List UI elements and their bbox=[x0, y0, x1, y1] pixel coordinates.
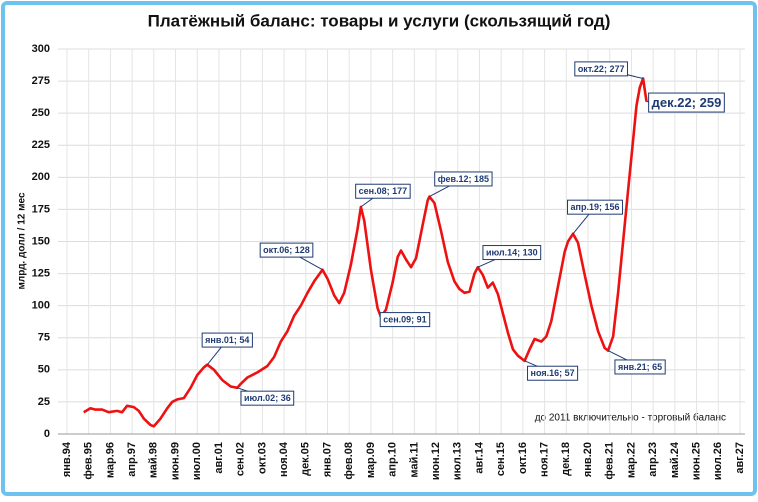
y-tick-label: 0 bbox=[44, 428, 50, 440]
annotation: июл.02; 36 bbox=[237, 387, 295, 406]
x-tick-label: авг.27 bbox=[734, 442, 746, 474]
x-tick-label: июн.99 bbox=[169, 442, 181, 480]
annotation: дек.22; 259 bbox=[646, 92, 725, 113]
y-tick-label: 250 bbox=[32, 107, 50, 119]
annotation-box bbox=[240, 390, 295, 406]
annotation-box bbox=[574, 61, 628, 77]
y-tick-label: 175 bbox=[32, 203, 50, 215]
y-axis-label: млрд. долл / 12 мес bbox=[17, 192, 28, 289]
annotation-box bbox=[527, 365, 579, 381]
annotation: сен.09; 91 bbox=[379, 312, 431, 328]
annotation: янв.21; 65 bbox=[607, 350, 666, 375]
x-tick-label: окт.03 bbox=[256, 442, 268, 474]
annotation: апр.19; 156 bbox=[567, 199, 623, 235]
x-tick-label: янв.07 bbox=[321, 442, 333, 477]
y-tick-label: 50 bbox=[38, 364, 50, 376]
x-tick-label: апр.10 bbox=[387, 442, 399, 477]
annotation-box bbox=[259, 242, 314, 258]
annotation-label: янв.01; 54 bbox=[205, 335, 249, 345]
chart-title: Платёжный баланс: товары и услуги (сколь… bbox=[148, 11, 611, 30]
x-tick-label: мар.22 bbox=[625, 442, 637, 478]
x-tick-label: апр.97 bbox=[126, 442, 138, 477]
x-tick-label: фев.95 bbox=[83, 442, 95, 480]
annotation-label: сен.09; 91 bbox=[383, 315, 426, 325]
annotation-label: сен.08; 177 bbox=[359, 186, 407, 196]
annotation-label: апр.19; 156 bbox=[571, 202, 620, 212]
x-tick-label: фев.08 bbox=[343, 442, 355, 480]
x-tick-label: май.98 bbox=[148, 442, 160, 478]
annotation-label: янв.21; 65 bbox=[618, 362, 662, 372]
y-tick-label: 275 bbox=[32, 75, 50, 87]
x-tick-label: июл.26 bbox=[712, 442, 724, 480]
annotation: окт.22; 277 bbox=[574, 61, 644, 80]
annotation-label: окт.06; 128 bbox=[263, 245, 310, 255]
line bbox=[83, 77, 648, 428]
x-tick-label: май.11 bbox=[408, 442, 420, 478]
x-tick-label: янв.20 bbox=[582, 442, 594, 477]
y-tick-label: 25 bbox=[38, 396, 50, 408]
annotation-box bbox=[355, 183, 411, 199]
y-tick-label: 225 bbox=[32, 139, 50, 151]
annotation-label: окт.22; 277 bbox=[578, 64, 625, 74]
x-tick-label: июн.25 bbox=[690, 442, 702, 480]
x-tick-label: май.24 bbox=[669, 441, 681, 478]
annotation-label: июл.14; 130 bbox=[486, 248, 538, 258]
annotation-box bbox=[201, 332, 253, 348]
x-tick-label: июн.12 bbox=[430, 442, 442, 480]
x-tick-label: авг.14 bbox=[473, 441, 485, 474]
annotation-box bbox=[614, 359, 666, 375]
annotation-box bbox=[482, 245, 542, 261]
x-tick-label: янв.94 bbox=[61, 441, 73, 477]
x-tick-label: мар.09 bbox=[365, 442, 377, 478]
annotation-label: июл.02; 36 bbox=[244, 393, 291, 403]
annotation: янв.01; 54 bbox=[201, 332, 253, 366]
x-tick-label: мар.96 bbox=[104, 442, 116, 478]
annotation: ноя.16; 57 bbox=[524, 360, 579, 381]
x-tick-label: июл.00 bbox=[191, 442, 203, 480]
annotation-label: ноя.16; 57 bbox=[531, 368, 575, 378]
annotation: сен.08; 177 bbox=[355, 183, 411, 208]
annotation-box bbox=[567, 199, 623, 215]
annotation: июл.14; 130 bbox=[477, 245, 542, 268]
annotation-label: фев.12; 185 bbox=[438, 174, 489, 184]
x-tick-label: ноя.04 bbox=[278, 441, 290, 477]
y-tick-label: 75 bbox=[38, 332, 50, 344]
y-tick-label: 300 bbox=[32, 43, 50, 55]
x-tick-label: авг.01 bbox=[213, 442, 225, 474]
x-tick-label: фев.21 bbox=[604, 442, 616, 480]
annotation-box bbox=[379, 312, 431, 328]
annotation-box bbox=[434, 171, 493, 187]
annotation: фев.12; 185 bbox=[429, 171, 493, 198]
x-tick-label: сен.15 bbox=[495, 442, 507, 476]
y-tick-label: 100 bbox=[32, 300, 50, 312]
note: до 2011 включительно - торговый баланс bbox=[535, 412, 726, 424]
y-tick-label: 150 bbox=[32, 235, 50, 247]
x-tick-label: окт.16 bbox=[517, 442, 529, 474]
x-tick-label: дек.18 bbox=[560, 442, 572, 476]
annotation-label: дек.22; 259 bbox=[652, 95, 722, 110]
annotation-box bbox=[648, 92, 725, 113]
x-tick-label: ноя.17 bbox=[539, 442, 551, 477]
y-tick-label: 200 bbox=[32, 171, 50, 183]
annotation: окт.06; 128 bbox=[259, 242, 323, 271]
x-tick-label: сен.02 bbox=[235, 442, 247, 476]
x-tick-label: апр.23 bbox=[647, 442, 659, 477]
x-tick-label: июл.13 bbox=[452, 442, 464, 480]
y-tick-label: 125 bbox=[32, 267, 50, 279]
x-tick-label: дек.05 bbox=[300, 442, 312, 476]
